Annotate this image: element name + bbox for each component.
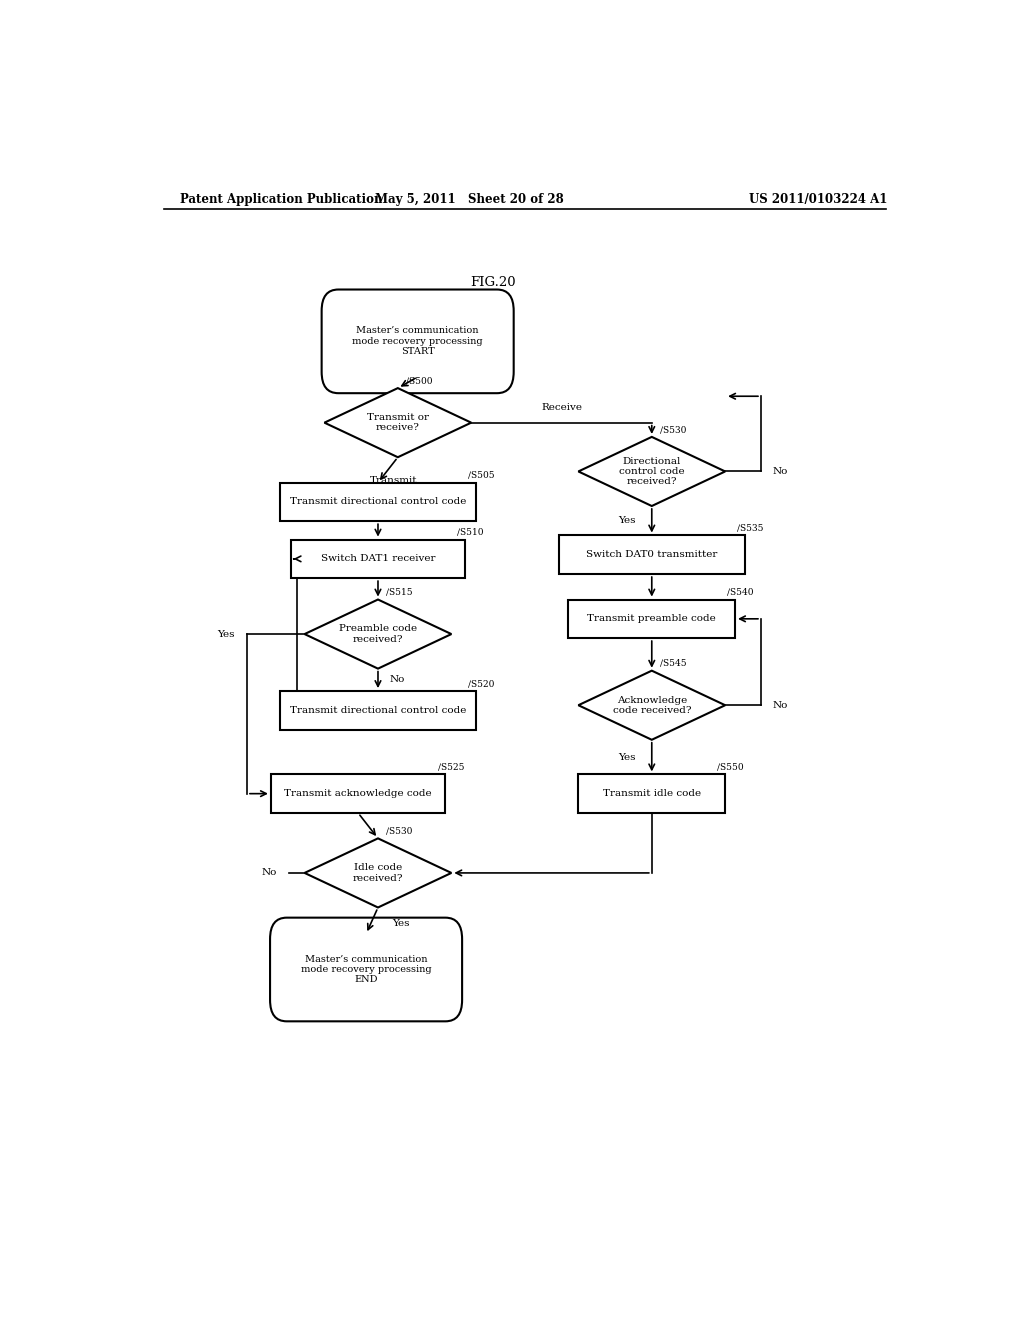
Polygon shape bbox=[325, 388, 471, 457]
Text: ∕S535: ∕S535 bbox=[737, 524, 764, 532]
Text: Patent Application Publication: Patent Application Publication bbox=[179, 193, 382, 206]
Text: Transmit directional control code: Transmit directional control code bbox=[290, 498, 466, 507]
Text: ∕S520: ∕S520 bbox=[468, 678, 495, 688]
Text: Acknowledge
code received?: Acknowledge code received? bbox=[612, 696, 691, 715]
Text: Switch DAT0 transmitter: Switch DAT0 transmitter bbox=[586, 550, 718, 560]
Bar bbox=[579, 775, 725, 813]
Text: Transmit acknowledge code: Transmit acknowledge code bbox=[285, 789, 432, 799]
Text: No: No bbox=[773, 701, 788, 710]
Text: Transmit idle code: Transmit idle code bbox=[603, 789, 700, 799]
Text: ∕S530: ∕S530 bbox=[659, 425, 686, 434]
Bar bbox=[280, 690, 476, 730]
Text: Preamble code
received?: Preamble code received? bbox=[339, 624, 417, 644]
Text: ∕S510: ∕S510 bbox=[458, 528, 484, 536]
Text: Yes: Yes bbox=[618, 752, 636, 762]
FancyBboxPatch shape bbox=[270, 917, 462, 1022]
Text: Idle code
received?: Idle code received? bbox=[352, 863, 403, 883]
Text: ∕S540: ∕S540 bbox=[727, 587, 754, 597]
FancyBboxPatch shape bbox=[322, 289, 514, 393]
Text: ∕S545: ∕S545 bbox=[659, 659, 686, 668]
Text: ∕S530: ∕S530 bbox=[386, 826, 413, 836]
Bar bbox=[558, 536, 745, 574]
Text: No: No bbox=[773, 467, 788, 477]
Text: Master’s communication
mode recovery processing
START: Master’s communication mode recovery pro… bbox=[352, 326, 483, 356]
Text: Yes: Yes bbox=[618, 516, 636, 525]
Text: Master’s communication
mode recovery processing
END: Master’s communication mode recovery pro… bbox=[301, 954, 431, 985]
Text: Receive: Receive bbox=[541, 404, 582, 412]
Text: Transmit directional control code: Transmit directional control code bbox=[290, 706, 466, 715]
Bar bbox=[280, 483, 476, 521]
Text: Directional
control code
received?: Directional control code received? bbox=[618, 457, 685, 486]
Polygon shape bbox=[304, 838, 452, 907]
Bar bbox=[291, 540, 465, 578]
Text: Yes: Yes bbox=[218, 630, 236, 639]
Text: ∕S550: ∕S550 bbox=[717, 762, 743, 771]
Text: May 5, 2011   Sheet 20 of 28: May 5, 2011 Sheet 20 of 28 bbox=[375, 193, 563, 206]
Text: Transmit: Transmit bbox=[370, 475, 418, 484]
Bar bbox=[270, 775, 445, 813]
Text: No: No bbox=[390, 676, 406, 684]
Text: No: No bbox=[261, 869, 276, 878]
Text: US 2011/0103224 A1: US 2011/0103224 A1 bbox=[750, 193, 888, 206]
Text: ∕S500: ∕S500 bbox=[406, 376, 432, 385]
Text: ∕S515: ∕S515 bbox=[386, 587, 413, 597]
Text: ∕S525: ∕S525 bbox=[437, 762, 464, 771]
Text: Yes: Yes bbox=[392, 919, 410, 928]
Text: Switch DAT1 receiver: Switch DAT1 receiver bbox=[321, 554, 435, 564]
Bar bbox=[568, 599, 735, 638]
Polygon shape bbox=[579, 437, 725, 506]
Text: Transmit or
receive?: Transmit or receive? bbox=[367, 413, 429, 433]
Text: ∕S505: ∕S505 bbox=[468, 471, 495, 479]
Text: FIG.20: FIG.20 bbox=[470, 276, 516, 289]
Polygon shape bbox=[304, 599, 452, 669]
Text: Transmit preamble code: Transmit preamble code bbox=[588, 614, 716, 623]
Polygon shape bbox=[579, 671, 725, 739]
